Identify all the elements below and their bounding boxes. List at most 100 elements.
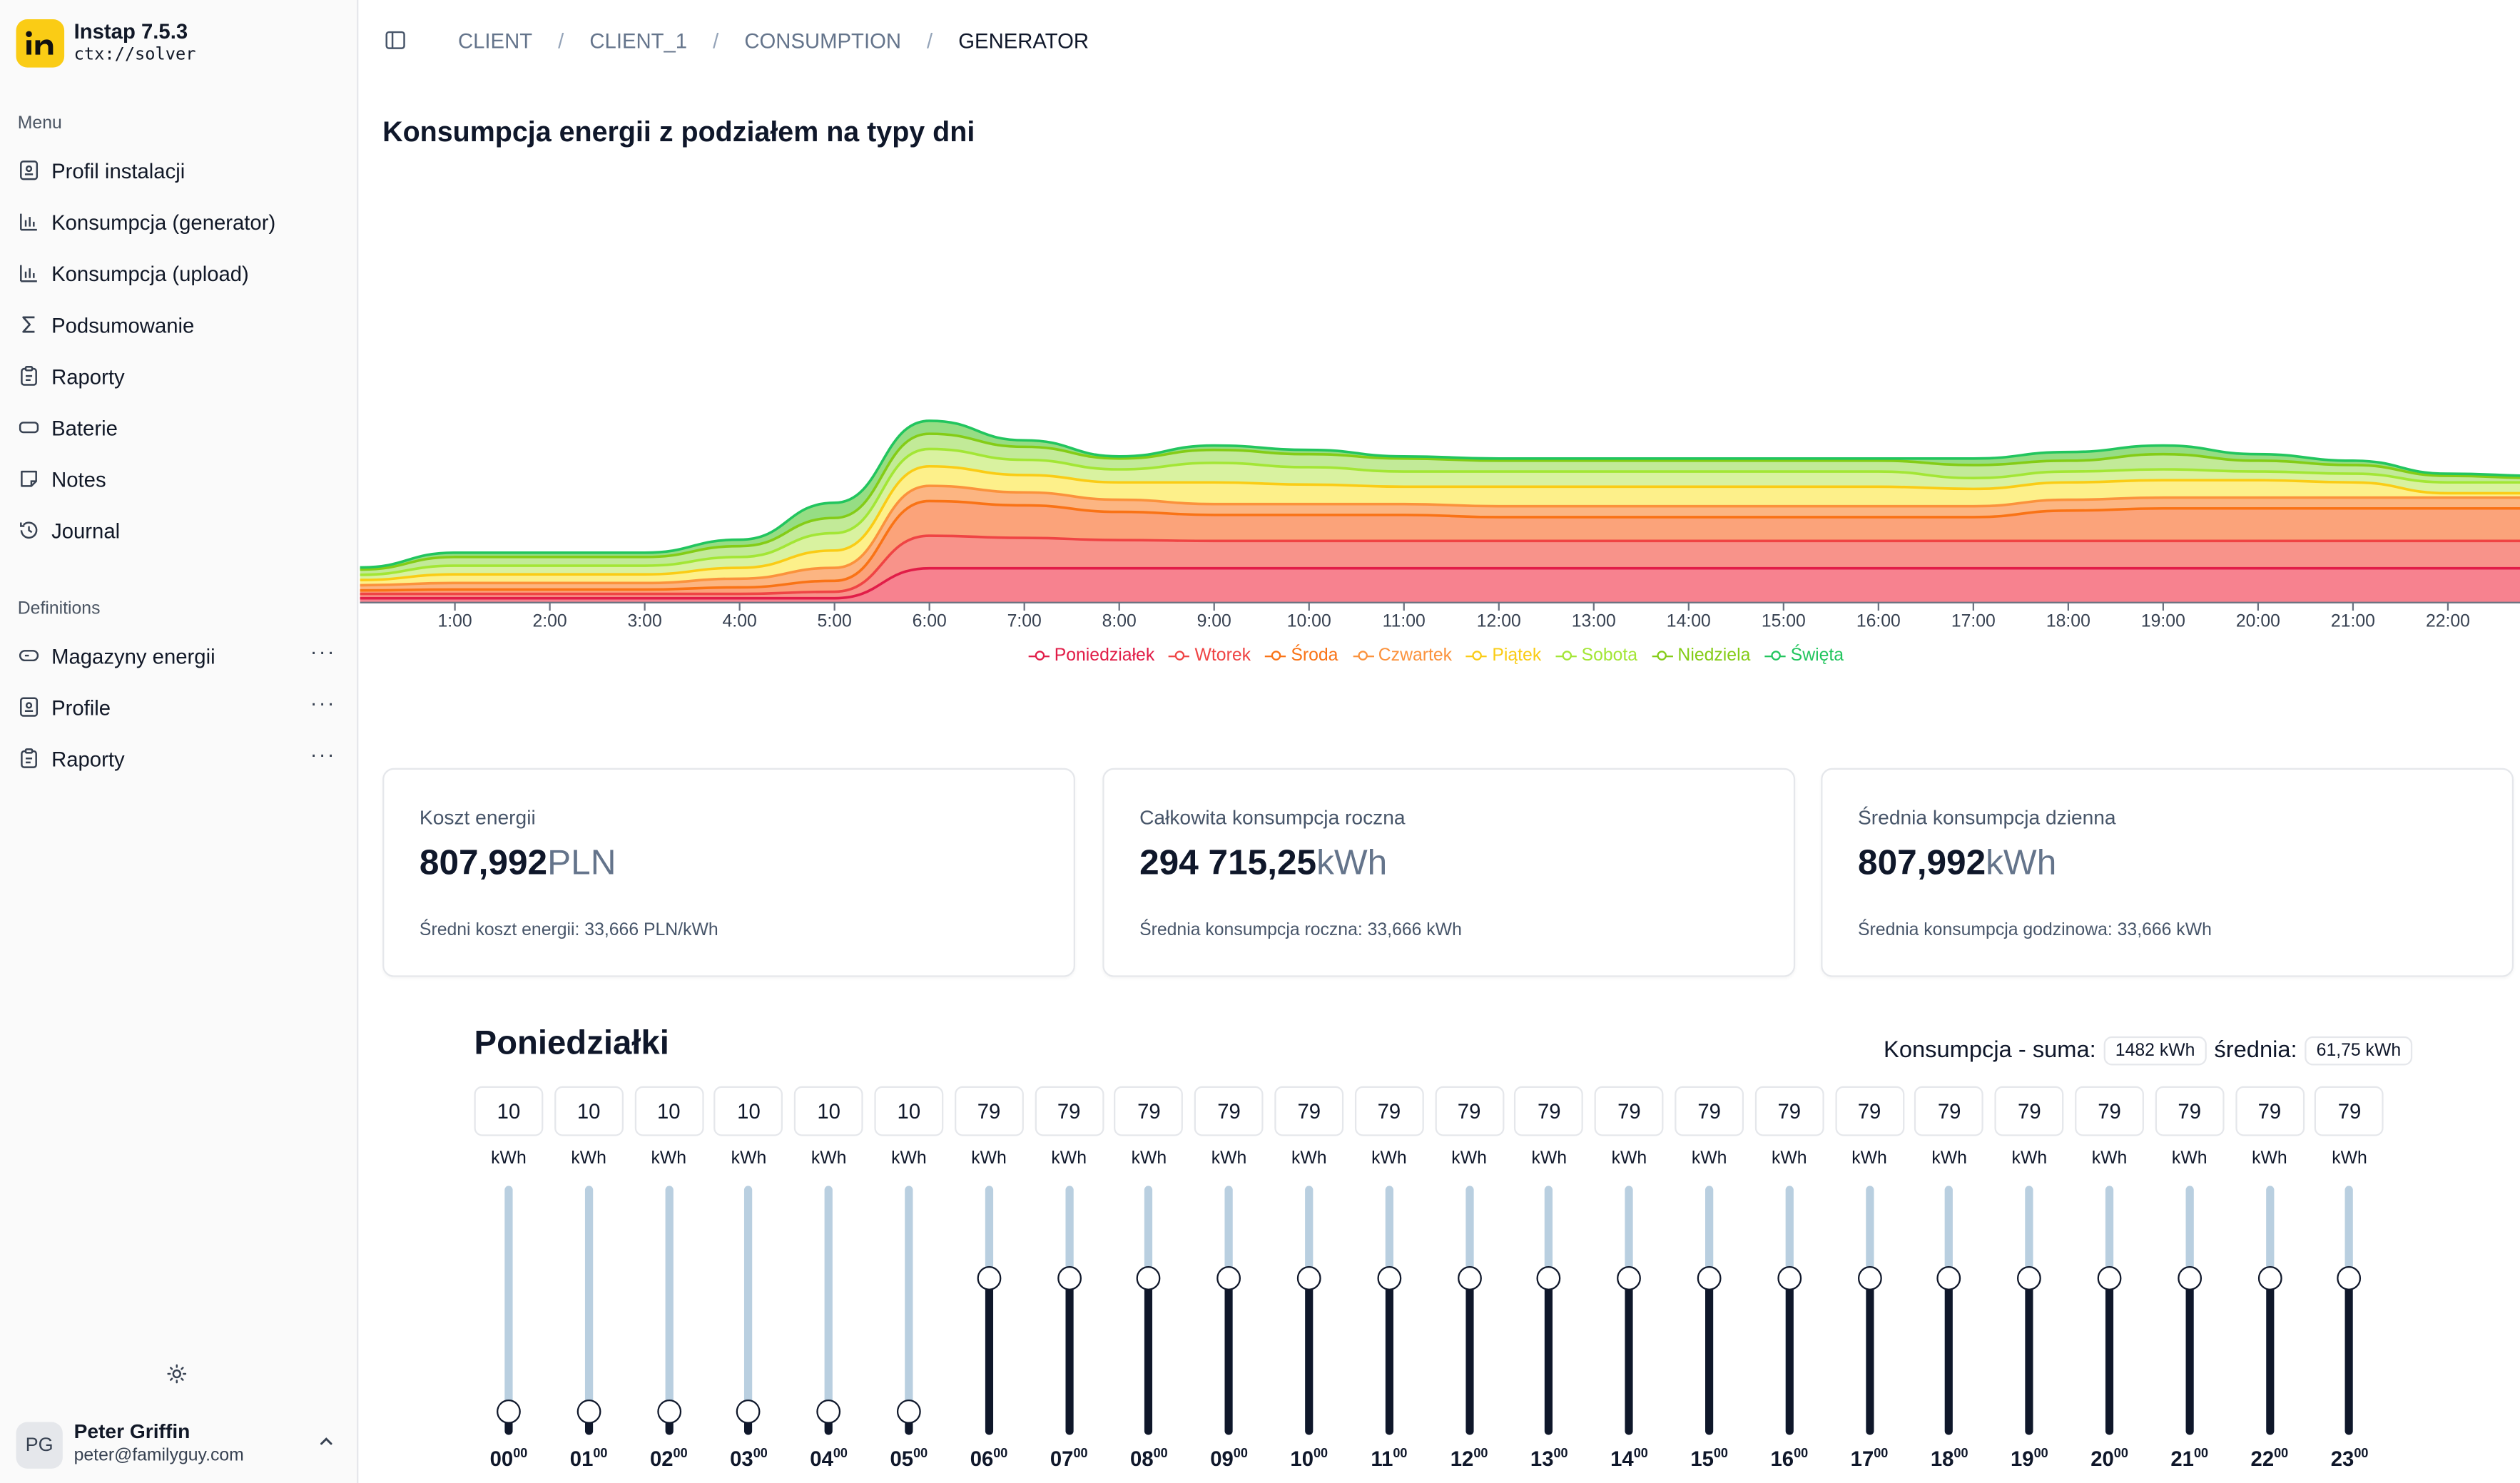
hour-slider-thumb[interactable] [1377,1265,1401,1290]
hour-slider-thumb[interactable] [2257,1265,2282,1290]
legend-item[interactable]: Sobota [1555,646,1637,666]
more-options-button[interactable]: ··· [310,742,336,767]
hour-slider-track[interactable] [1945,1186,1953,1435]
hour-value-input[interactable]: 79 [1114,1086,1184,1136]
hour-slider-thumb[interactable] [2017,1265,2042,1290]
hour-slider-track[interactable] [1705,1186,1714,1435]
hour-slider-thumb[interactable] [736,1398,761,1423]
hour-value-input[interactable]: 79 [954,1086,1024,1136]
hour-value-input[interactable]: 79 [1194,1086,1264,1136]
hour-slider-thumb[interactable] [896,1398,921,1423]
sidebar-item-podsumowanie[interactable]: Podsumowanie [18,299,346,350]
sidebar-item-journal[interactable]: Journal [18,504,346,556]
hour-value-input[interactable]: 10 [474,1086,544,1136]
hour-value-input[interactable]: 10 [794,1086,864,1136]
hour-slider-thumb[interactable] [1537,1265,1562,1290]
breadcrumb-item[interactable]: CONSUMPTION [744,29,902,53]
hour-value-input[interactable]: 10 [714,1086,783,1136]
hour-slider-track[interactable] [504,1186,513,1435]
hour-value-input[interactable]: 79 [1034,1086,1104,1136]
hour-slider-track[interactable] [1785,1186,1794,1435]
hour-slider-track[interactable] [1465,1186,1473,1435]
hour-value-input[interactable]: 79 [1595,1086,1664,1136]
breadcrumb-item[interactable]: CLIENT_1 [589,29,688,53]
legend-item[interactable]: Piątek [1466,646,1541,666]
hour-slider-thumb[interactable] [1137,1265,1162,1290]
sidebar-item-baterie[interactable]: Baterie [18,402,346,453]
hour-value-input[interactable]: 79 [1274,1086,1344,1136]
theme-toggle-button[interactable] [163,1360,192,1389]
sidebar-item-magazyny-energii[interactable]: Magazyny energii ··· [18,630,346,681]
hour-slider-thumb[interactable] [1937,1265,1962,1290]
hour-slider-track[interactable] [584,1186,593,1435]
hour-value-input[interactable]: 79 [1354,1086,1424,1136]
hour-slider-track[interactable] [1545,1186,1553,1435]
legend-item[interactable]: Święta [1764,646,1844,666]
sidebar-item-konsumpcja-generator[interactable]: Konsumpcja (generator) [18,196,346,248]
sidebar-item-raporty[interactable]: Raporty ··· [18,733,346,784]
hour-slider-track[interactable] [2265,1186,2274,1435]
sidebar-item-profile[interactable]: Profile ··· [18,681,346,733]
sidebar-item-raporty[interactable]: Raporty [18,350,346,402]
hour-value-input[interactable]: 79 [2075,1086,2144,1136]
hour-slider-track[interactable] [985,1186,993,1435]
hour-slider-track[interactable] [1385,1186,1393,1435]
hour-slider-track[interactable] [2185,1186,2194,1435]
hour-value-input[interactable]: 10 [874,1086,944,1136]
hour-value-input[interactable]: 79 [2155,1086,2225,1136]
hour-slider-track[interactable] [744,1186,753,1435]
brand[interactable]: Instap 7.5.3 ctx://solver [16,19,196,68]
hour-slider-thumb[interactable] [1457,1265,1481,1290]
sidebar-item-profil-instalacji[interactable]: Profil instalacji [18,145,346,196]
hour-slider-track[interactable] [1065,1186,1073,1435]
hour-slider-track[interactable] [1305,1186,1314,1435]
hour-slider-thumb[interactable] [977,1265,1001,1290]
hour-slider-thumb[interactable] [1296,1265,1321,1290]
legend-item[interactable]: Niedziela [1652,646,1750,666]
hour-slider-thumb[interactable] [816,1398,841,1423]
more-options-button[interactable]: ··· [310,639,336,664]
hour-slider-track[interactable] [825,1186,833,1435]
hour-slider-thumb[interactable] [1777,1265,1802,1290]
legend-item[interactable]: Środa [1265,646,1338,666]
hour-slider-thumb[interactable] [576,1398,601,1423]
hour-value-input[interactable]: 79 [1754,1086,1824,1136]
hour-slider-thumb[interactable] [2337,1265,2362,1290]
hour-slider-track[interactable] [1224,1186,1234,1435]
hour-value-input[interactable]: 79 [2315,1086,2384,1136]
sidebar-item-konsumpcja-upload[interactable]: Konsumpcja (upload) [18,248,346,299]
hour-slider-thumb[interactable] [497,1398,521,1423]
sidebar-toggle-button[interactable] [384,29,407,52]
hour-value-input[interactable]: 10 [554,1086,624,1136]
hour-slider-track[interactable] [2345,1186,2354,1435]
legend-item[interactable]: Poniedziałek [1028,646,1154,666]
breadcrumb-item[interactable]: CLIENT [457,29,533,53]
legend-item[interactable]: Wtorek [1169,646,1251,666]
hour-value-input[interactable]: 79 [1675,1086,1744,1136]
hour-slider-thumb[interactable] [656,1398,681,1423]
hour-slider-thumb[interactable] [1057,1265,1082,1290]
hour-slider-track[interactable] [664,1186,673,1435]
hour-value-input[interactable]: 79 [1514,1086,1584,1136]
hour-slider-thumb[interactable] [2097,1265,2122,1290]
hour-value-input[interactable]: 79 [1834,1086,1904,1136]
user-menu[interactable]: PG Peter Griffin peter@familyguy.com [16,1419,346,1470]
hour-slider-track[interactable] [905,1186,913,1435]
legend-item[interactable]: Czwartek [1352,646,1452,666]
more-options-button[interactable]: ··· [310,690,336,715]
hour-slider-track[interactable] [2025,1186,2033,1435]
hour-slider-thumb[interactable] [1697,1265,1722,1290]
hour-slider-thumb[interactable] [2177,1265,2202,1290]
hour-value-input[interactable]: 79 [1914,1086,1984,1136]
hour-slider-thumb[interactable] [1617,1265,1642,1290]
hour-value-input[interactable]: 79 [1994,1086,2064,1136]
hour-slider-thumb[interactable] [1857,1265,1881,1290]
hour-slider-track[interactable] [1144,1186,1153,1435]
hour-slider-track[interactable] [2105,1186,2114,1435]
sidebar-item-notes[interactable]: Notes [18,453,346,504]
hour-slider-track[interactable] [1865,1186,1874,1435]
hour-value-input[interactable]: 10 [634,1086,703,1136]
hour-value-input[interactable]: 79 [1434,1086,1504,1136]
hour-slider-thumb[interactable] [1216,1265,1241,1290]
hour-value-input[interactable]: 79 [2235,1086,2305,1136]
